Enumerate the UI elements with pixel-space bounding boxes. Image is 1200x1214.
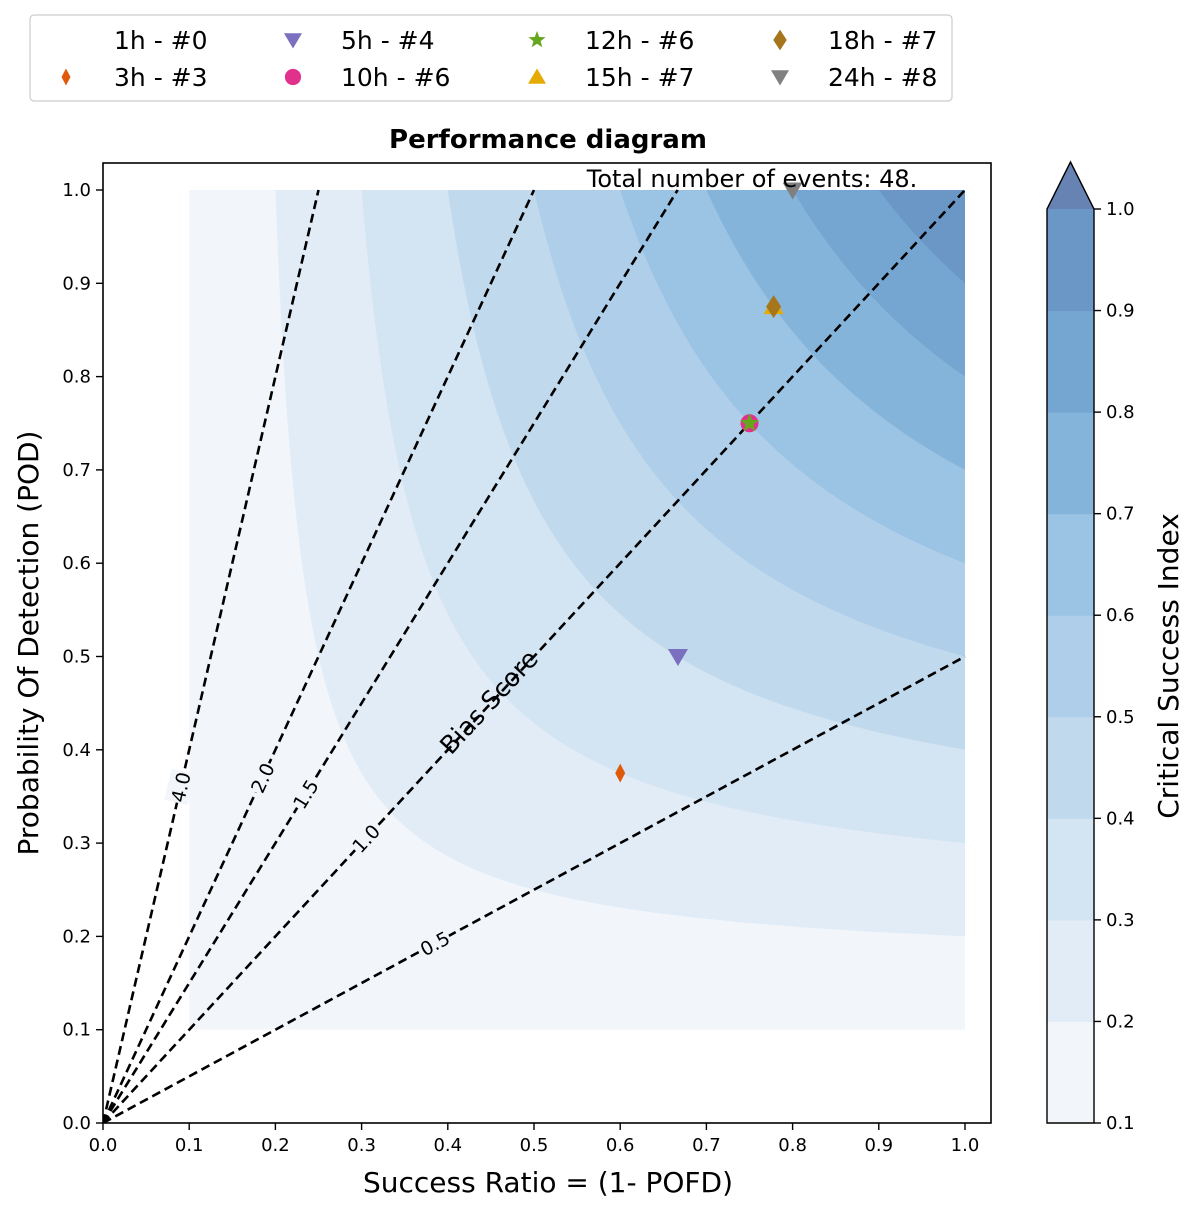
colorbar: 0.1 0.2 0.3 0.4 0.5 0.6 0.7 0.8 0.9 1.0 <box>1046 160 1135 1134</box>
colorbar-band <box>1047 310 1094 413</box>
events-annotation: Total number of events: 48. <box>586 165 917 193</box>
data-markers <box>615 182 803 783</box>
legend-marker <box>61 68 71 86</box>
y-tick-label: 1.0 <box>62 180 91 201</box>
colorbar-tick-label: 0.8 <box>1106 402 1135 423</box>
data-point <box>615 763 626 783</box>
bias-line <box>103 189 536 1123</box>
legend-marker <box>528 31 546 48</box>
y-tick-label: 0.8 <box>62 367 91 388</box>
legend-label: 10h - #6 <box>341 63 450 92</box>
colorbar-band <box>1047 615 1094 718</box>
colorbar-tick-label: 0.7 <box>1106 504 1135 525</box>
x-tick-label: 0.0 <box>89 1135 118 1156</box>
x-tick-label: 0.9 <box>864 1135 893 1156</box>
legend-marker <box>284 33 302 49</box>
legend-label: 12h - #6 <box>585 26 694 55</box>
x-tick-label: 0.7 <box>692 1135 721 1156</box>
y-axis-ticks: 0.0 0.1 0.2 0.3 0.4 0.5 0.6 0.7 0.8 0.9 1.0 <box>62 180 103 1134</box>
bias-line <box>103 189 966 1123</box>
x-tick-label: 0.4 <box>433 1135 462 1156</box>
colorbar-band <box>1047 513 1094 616</box>
legend-frame <box>29 14 953 102</box>
colorbar-band <box>1047 1021 1094 1124</box>
colorbar-tick-label: 0.4 <box>1106 808 1135 829</box>
legend-marker <box>771 70 789 86</box>
y-tick-label: 0.1 <box>62 1020 91 1041</box>
data-point <box>667 649 688 666</box>
bias-line <box>103 189 320 1123</box>
legend-label: 5h - #4 <box>341 26 435 55</box>
bias-lines <box>103 189 966 1123</box>
y-tick-label: 0.6 <box>62 553 91 574</box>
colorbar-extend-arrow <box>1047 162 1094 209</box>
colorbar-tick-label: 0.9 <box>1106 301 1135 322</box>
bias-label-background <box>414 924 455 961</box>
x-tick-label: 0.6 <box>606 1135 635 1156</box>
y-tick-label: 0.3 <box>62 833 91 854</box>
legend: 1h - #0 3h - #3 5h - #4 10h - #6 12h - #6 15h… <box>29 14 953 102</box>
x-tick-label: 0.1 <box>175 1135 204 1156</box>
data-point <box>766 295 782 319</box>
x-tick-label: 0.5 <box>520 1135 549 1156</box>
colorbar-band <box>1047 209 1094 312</box>
y-tick-label: 0.5 <box>62 647 91 668</box>
x-tick-label: 0.8 <box>778 1135 807 1156</box>
colorbar-band <box>1047 919 1094 1022</box>
bias-label-background <box>286 773 324 814</box>
bias-label-background <box>243 757 280 797</box>
x-axis-label: Success Ratio = (1- POFD) <box>363 1166 733 1199</box>
bias-line <box>103 189 679 1123</box>
colorbar-tick-label: 0.5 <box>1106 707 1135 728</box>
y-tick-label: 0.9 <box>62 273 91 294</box>
x-tick-label: 0.2 <box>261 1135 290 1156</box>
colorbar-tick-label: 0.2 <box>1106 1011 1135 1032</box>
x-tick-label: 1.0 <box>951 1135 980 1156</box>
y-axis-label: Probability Of Detection (POD) <box>12 431 45 856</box>
data-point <box>782 182 803 200</box>
colorbar-label: Critical Success Index <box>1152 513 1185 819</box>
y-tick-label: 0.0 <box>62 1113 91 1134</box>
legend-marker <box>284 68 302 86</box>
colorbar-band <box>1047 818 1094 921</box>
plot-frame <box>102 162 992 1124</box>
legend-label: 1h - #0 <box>114 26 208 55</box>
chart-title: Performance diagram <box>389 125 707 155</box>
bias-line <box>103 655 966 1123</box>
legend-label: 3h - #3 <box>114 63 208 92</box>
y-tick-label: 0.4 <box>62 740 91 761</box>
data-point <box>739 413 760 432</box>
y-tick-label: 0.7 <box>62 460 91 481</box>
legend-marker <box>773 29 787 51</box>
colorbar-tick-label: 0.6 <box>1106 605 1135 626</box>
colorbar-frame <box>1046 160 1095 1124</box>
x-tick-label: 0.3 <box>347 1135 376 1156</box>
legend-label: 24h - #8 <box>828 63 937 92</box>
colorbar-tick-label: 1.0 <box>1106 199 1135 220</box>
x-axis-ticks: 0.0 0.1 0.2 0.3 0.4 0.5 0.6 0.7 0.8 0.9 1.0 <box>89 1123 980 1156</box>
bias-label-background <box>164 768 195 806</box>
plot-area: 4.0 2.0 1.51.00.5 Bias Score Total number … <box>62 162 992 1156</box>
legend-label: 18h - #7 <box>828 26 937 55</box>
legend-label: 15h - #7 <box>585 63 694 92</box>
colorbar-tick-label: 0.1 <box>1106 1113 1135 1134</box>
y-tick-label: 0.2 <box>62 926 91 947</box>
bias-label-background <box>345 817 385 858</box>
colorbar-tick-label: 0.3 <box>1106 910 1135 931</box>
colorbar-band <box>1047 716 1094 819</box>
legend-marker <box>528 68 546 84</box>
colorbar-band <box>1047 412 1094 515</box>
